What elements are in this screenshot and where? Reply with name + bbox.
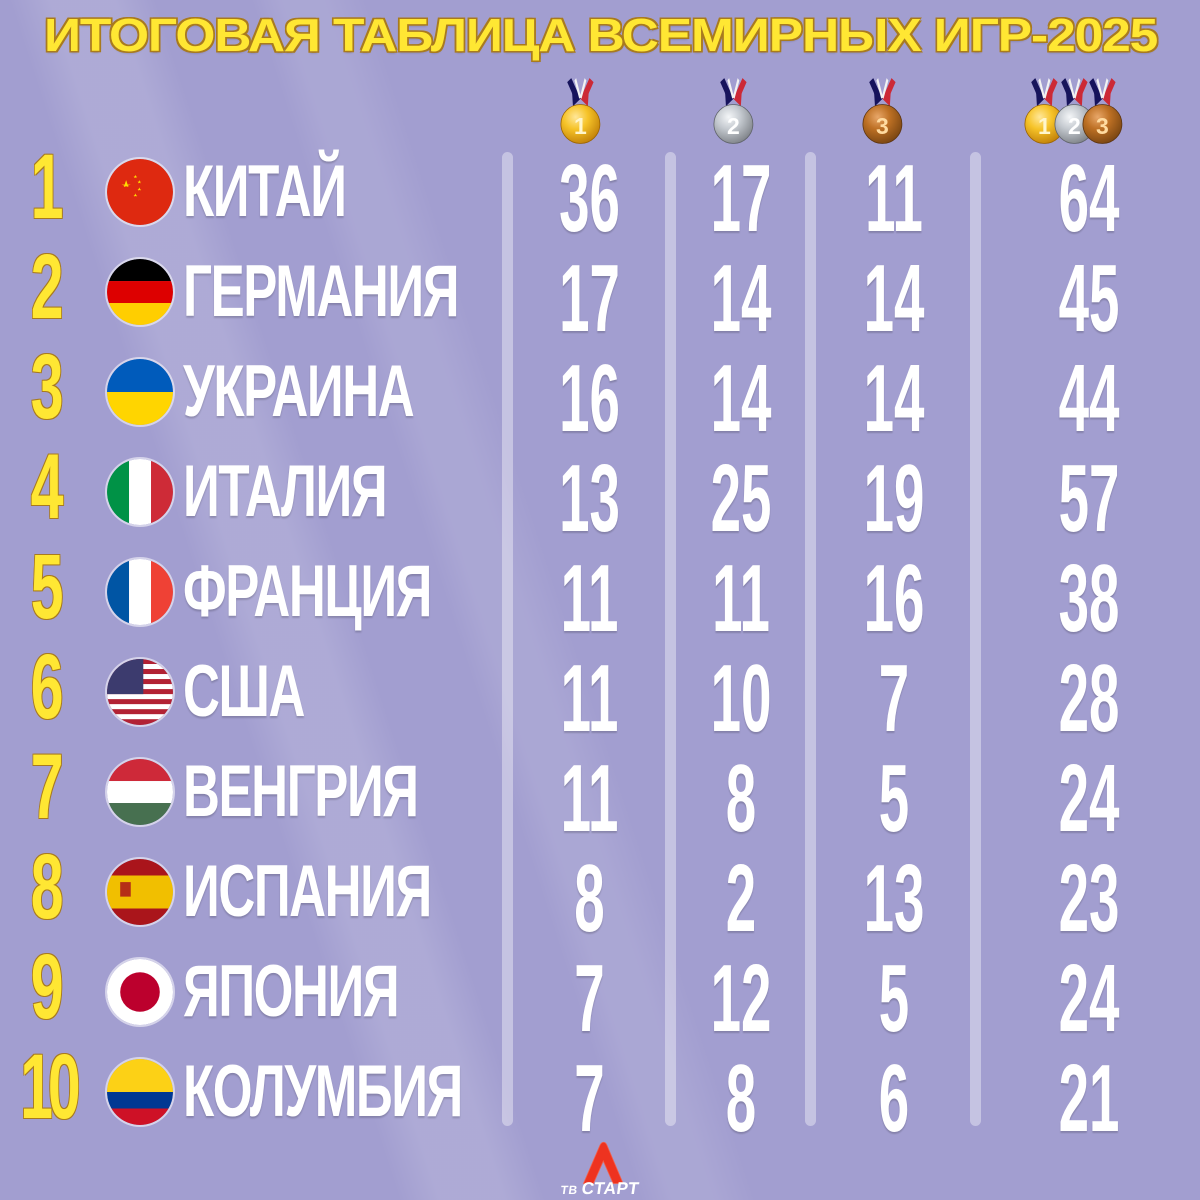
svg-text:1: 1 <box>574 112 587 138</box>
svg-text:2: 2 <box>727 112 740 138</box>
svg-text:3: 3 <box>1096 112 1109 138</box>
svg-text:3: 3 <box>876 112 889 138</box>
